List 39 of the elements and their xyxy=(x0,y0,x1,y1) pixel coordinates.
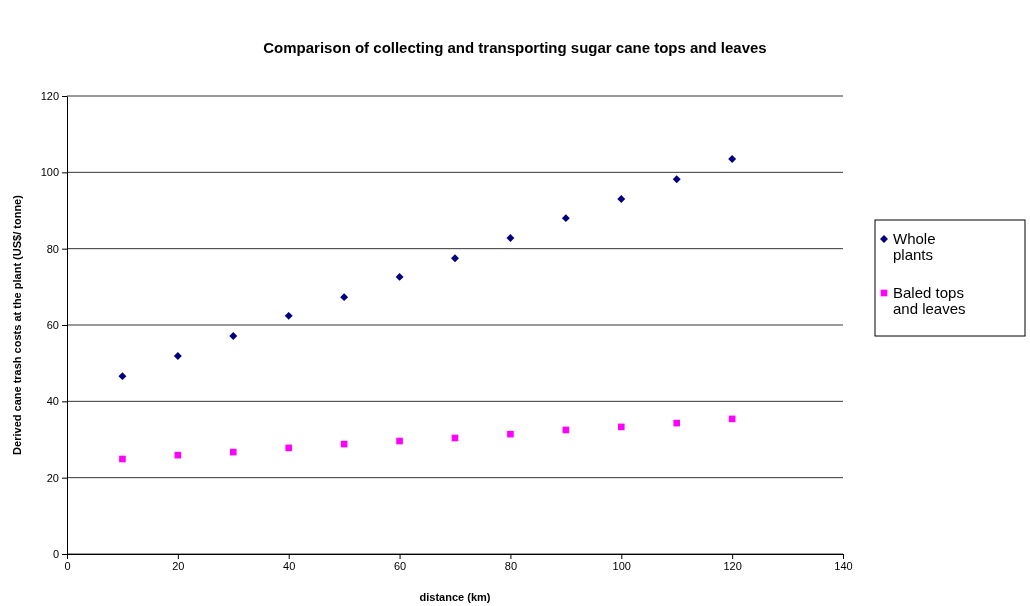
x-tick-label: 40 xyxy=(283,559,296,572)
point xyxy=(229,332,238,341)
point xyxy=(617,423,625,431)
x-tick-label: 20 xyxy=(172,559,185,572)
y-tick-label: 20 xyxy=(46,471,59,484)
point xyxy=(229,448,237,456)
x-axis-title: distance (km) xyxy=(419,591,491,603)
x-tick-label: 0 xyxy=(64,559,71,572)
point xyxy=(673,419,681,427)
y-tick-label: 60 xyxy=(46,319,59,332)
x-tick-label: 100 xyxy=(612,559,631,572)
point xyxy=(118,372,127,381)
point xyxy=(672,175,681,184)
x-tick-label: 80 xyxy=(504,559,518,572)
point xyxy=(451,254,459,263)
point xyxy=(285,444,293,452)
x-tick-label: 120 xyxy=(723,559,742,572)
y-tick-label: 120 xyxy=(40,90,59,103)
point xyxy=(396,437,403,445)
point xyxy=(119,455,126,463)
y-tick-label: 40 xyxy=(46,395,59,408)
chart-title: Comparison of collecting and transporting sugar cane tops and leaves xyxy=(263,39,767,56)
y-tick-label: 100 xyxy=(40,166,59,179)
point xyxy=(506,234,515,242)
legend-label: Baled tops and leaves xyxy=(893,284,966,317)
point xyxy=(561,214,570,223)
x-tick-label: 60 xyxy=(393,559,407,572)
point xyxy=(728,155,737,163)
point xyxy=(340,293,349,302)
point xyxy=(617,195,626,204)
point xyxy=(507,430,514,438)
x-tick-label: 140 xyxy=(834,559,853,572)
legend-label: Whole plants xyxy=(893,230,936,263)
point xyxy=(284,311,293,320)
y-axis-title: Derived cane trash costs at the plant (US$/ tonne) xyxy=(11,194,23,455)
point xyxy=(173,351,182,360)
y-tick-label: 0 xyxy=(52,548,59,561)
y-tick-label: 80 xyxy=(46,242,59,255)
point xyxy=(395,272,404,281)
